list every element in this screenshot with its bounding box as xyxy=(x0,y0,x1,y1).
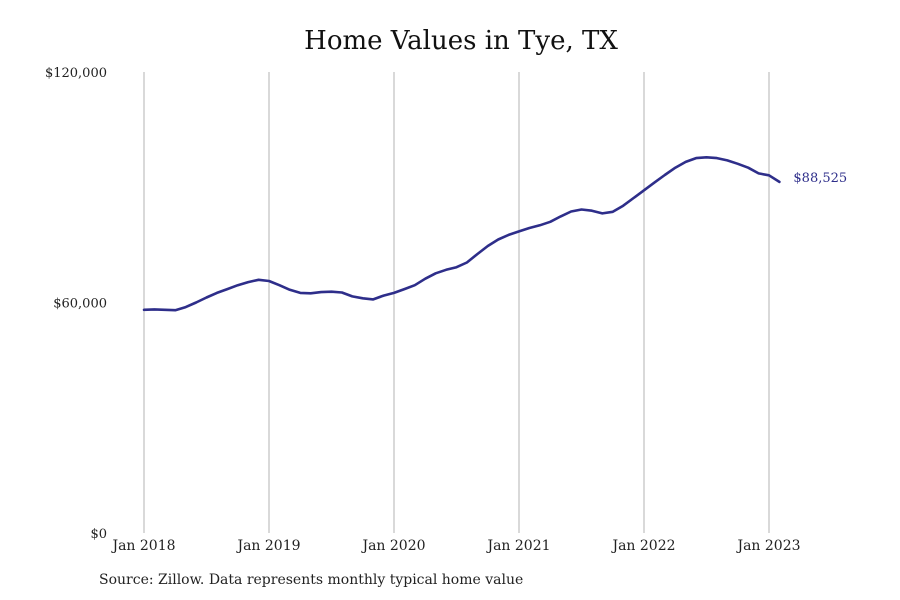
series-line xyxy=(142,156,781,312)
x-tick-label: Jan 2019 xyxy=(235,538,300,554)
y-tick-label: $0 xyxy=(90,527,107,542)
chart-title: Home Values in Tye, TX xyxy=(304,26,618,56)
x-tick-label: Jan 2022 xyxy=(610,538,675,554)
plot-area: $88,525 xyxy=(142,72,847,533)
y-tick-label: $120,000 xyxy=(45,66,107,81)
end-value-label: $88,525 xyxy=(793,171,847,186)
x-tick-label: Jan 2023 xyxy=(735,538,800,554)
x-tick-label: Jan 2020 xyxy=(360,538,425,554)
source-note: Source: Zillow. Data represents monthly … xyxy=(99,572,524,588)
x-tick-label: Jan 2021 xyxy=(485,538,550,554)
y-axis: $0 $60,000 $120,000 xyxy=(45,66,107,542)
x-tick-label: Jan 2018 xyxy=(110,538,175,554)
x-axis: Jan 2018 Jan 2019 Jan 2020 Jan 2021 Jan 2022… xyxy=(110,538,800,554)
y-tick-label: $60,000 xyxy=(53,297,107,312)
